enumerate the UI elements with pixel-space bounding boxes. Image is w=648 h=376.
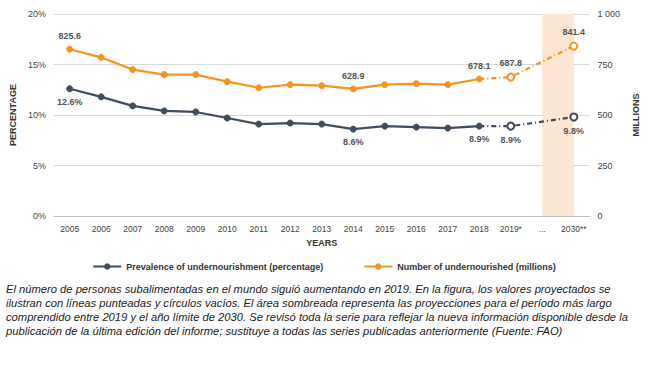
svg-text:2005: 2005 <box>60 224 79 234</box>
svg-text:2015: 2015 <box>375 224 394 234</box>
svg-text:8.6%: 8.6% <box>343 137 364 147</box>
svg-text:Prevalence of undernourishment: Prevalence of undernourishment (percenta… <box>126 262 323 272</box>
html-text:El número de personas subalime: El número de personas subalimentadas en … <box>6 283 628 337</box>
svg-text:8.9%: 8.9% <box>469 134 490 144</box>
svg-text:YEARS: YEARS <box>306 238 337 248</box>
svg-text:...: ... <box>539 224 546 234</box>
svg-text:2008: 2008 <box>155 224 174 234</box>
svg-text:20%: 20% <box>28 9 46 19</box>
svg-text:628.9: 628.9 <box>342 71 365 81</box>
svg-text:841.4: 841.4 <box>563 27 586 37</box>
svg-text:500: 500 <box>598 110 613 120</box>
svg-text:2019*: 2019* <box>500 224 523 234</box>
svg-text:2014: 2014 <box>344 224 363 234</box>
svg-text:12.6%: 12.6% <box>57 97 83 107</box>
svg-text:750: 750 <box>598 60 613 70</box>
svg-text:0%: 0% <box>33 211 46 221</box>
svg-text:250: 250 <box>598 161 613 171</box>
svg-text:15%: 15% <box>28 60 46 70</box>
svg-text:2011: 2011 <box>250 224 269 234</box>
svg-text:2010: 2010 <box>218 224 237 234</box>
svg-text:2018: 2018 <box>470 224 489 234</box>
svg-text:0: 0 <box>598 211 603 221</box>
svg-text:2017: 2017 <box>438 224 457 234</box>
svg-text:10%: 10% <box>28 110 46 120</box>
svg-text:678.1: 678.1 <box>468 61 491 71</box>
svg-text:2030**: 2030** <box>561 224 587 234</box>
svg-text:Number of undernourished (mill: Number of undernourished (millions) <box>397 262 556 272</box>
svg-text:2013: 2013 <box>312 224 331 234</box>
svg-text:9.8%: 9.8% <box>564 126 585 136</box>
svg-text:825.6: 825.6 <box>58 31 81 41</box>
svg-text:2016: 2016 <box>407 224 426 234</box>
svg-text:1 000: 1 000 <box>598 9 621 19</box>
svg-text:2007: 2007 <box>123 224 142 234</box>
svg-text:8.9%: 8.9% <box>501 135 522 145</box>
svg-text:2006: 2006 <box>92 224 111 234</box>
svg-text:5%: 5% <box>33 161 46 171</box>
svg-text:2012: 2012 <box>281 224 300 234</box>
svg-text:687.8: 687.8 <box>500 58 523 68</box>
svg-text:2009: 2009 <box>186 224 205 234</box>
svg-text:PERCENTAGE: PERCENTAGE <box>8 84 18 146</box>
svg-text:MILLIONS: MILLIONS <box>631 94 641 137</box>
